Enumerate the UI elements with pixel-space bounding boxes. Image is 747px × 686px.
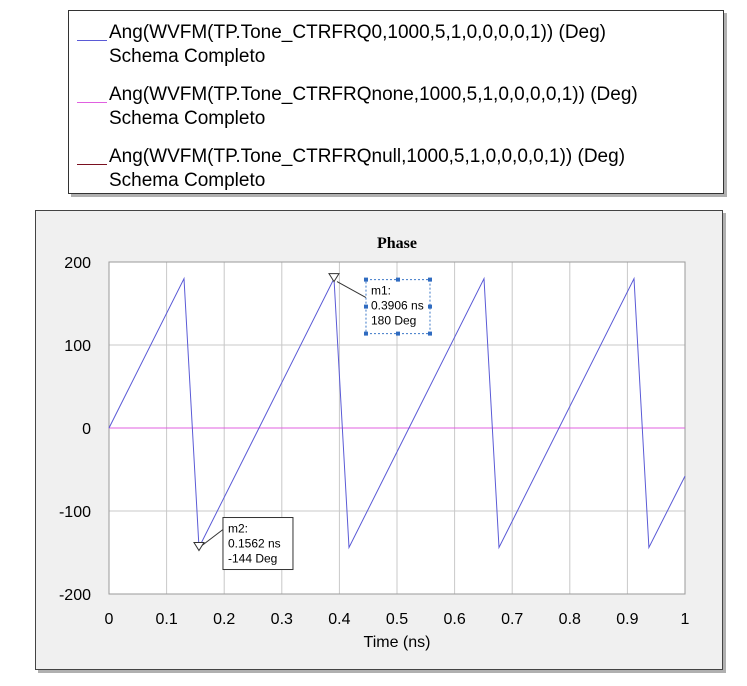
legend: Ang(WVFM(TP.Tone_CTRFRQ0,1000,5,1,0,0,0,…	[68, 10, 724, 194]
legend-swatch	[77, 102, 107, 103]
m1-marker-label: 180 Deg	[371, 314, 416, 328]
legend-label: Ang(WVFM(TP.Tone_CTRFRQ0,1000,5,1,0,0,0,…	[109, 22, 607, 67]
plot-area: 0 0.1 0.2 0.3 0.4 0.5 0.6 0.7 0.8 0.9 1 200 100 0 -100…	[59, 255, 690, 628]
series-line-1	[108, 276, 686, 550]
x-tick-label: 0.6	[443, 611, 465, 628]
x-tick-label: 0.1	[155, 611, 177, 628]
m2-marker-icon	[193, 542, 205, 552]
chart-title: Phase	[377, 235, 417, 252]
m2-marker-label: 0.1562 ns	[228, 537, 281, 551]
legend-label: Ang(WVFM(TP.Tone_CTRFRQnull,1000,5,1,0,0…	[109, 146, 626, 191]
x-tick-label: 0.4	[328, 611, 350, 628]
m1-leader-line	[336, 281, 367, 299]
x-tick-label: 0.3	[271, 611, 293, 628]
selection-handle[interactable]	[427, 277, 432, 282]
m2-marker-label: -144 Deg	[228, 552, 277, 566]
m1-marker-label: 0.3906 ns	[371, 299, 424, 313]
y-tick-label: -200	[59, 587, 91, 604]
x-tick-label: 0.2	[213, 611, 235, 628]
x-tick-label: 0.7	[501, 611, 523, 628]
x-tick-label: 0.8	[559, 611, 581, 628]
legend-label: Ang(WVFM(TP.Tone_CTRFRQnone,1000,5,1,0,0…	[109, 84, 638, 129]
selection-handle[interactable]	[363, 277, 368, 282]
x-tick-label: 0	[105, 611, 114, 628]
selection-handle[interactable]	[363, 304, 368, 309]
selection-handle[interactable]	[363, 331, 368, 336]
x-tick-label: 1	[681, 611, 690, 628]
m1-marker-label: m1:	[371, 284, 391, 298]
y-tick-label: -100	[59, 504, 91, 521]
selection-handle[interactable]	[427, 304, 432, 309]
selection-handle[interactable]	[395, 277, 400, 282]
m2-marker-box	[222, 517, 294, 571]
selection-handle[interactable]	[427, 331, 432, 336]
y-tick-label: 200	[64, 255, 91, 272]
x-axis-label: Time (ns)	[364, 634, 431, 651]
legend-swatch	[77, 40, 107, 41]
m2-leader-line	[201, 529, 224, 546]
x-tick-label: 0.5	[386, 611, 408, 628]
m1-marker-box	[365, 279, 431, 335]
x-tick-label: 0.9	[616, 611, 638, 628]
legend-swatch	[77, 164, 107, 165]
y-tick-label: 0	[82, 421, 91, 438]
y-tick-label: 100	[64, 338, 91, 355]
m2-marker-label: m2:	[228, 522, 248, 536]
selection-handle[interactable]	[395, 331, 400, 336]
m1-marker-icon	[328, 273, 340, 283]
